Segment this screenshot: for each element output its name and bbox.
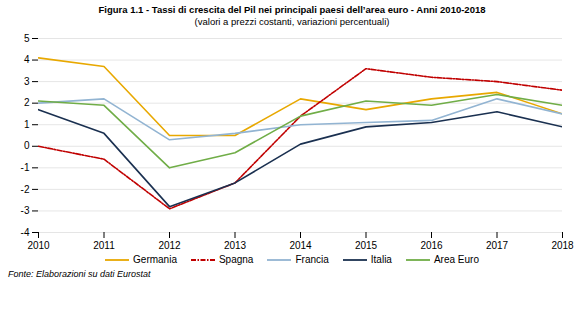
svg-text:-4: -4: [21, 227, 30, 238]
html-text:Area Euro: Area Euro: [433, 254, 479, 265]
svg-text:-1: -1: [21, 162, 30, 173]
svg-text:2014: 2014: [289, 240, 312, 251]
html-text:Italia: Italia: [370, 254, 392, 265]
svg-text:2: 2: [24, 97, 30, 108]
svg-text:2012: 2012: [158, 240, 181, 251]
svg-text:2018: 2018: [551, 240, 574, 251]
svg-text:5: 5: [24, 33, 30, 44]
html-text:Figura 1.1 - Tassi di crescita: Figura 1.1 - Tassi di crescita del Pil n…: [98, 4, 486, 15]
svg-text:2013: 2013: [224, 240, 247, 251]
html-text:Fonte: Elaborazioni su dati Eu: Fonte: Elaborazioni su dati Eurostat: [8, 269, 151, 279]
svg-text:4: 4: [24, 54, 30, 65]
svg-text:0: 0: [24, 140, 30, 151]
html-text:Spagna: Spagna: [219, 254, 254, 265]
svg-text:-3: -3: [21, 205, 30, 216]
svg-text:2016: 2016: [420, 240, 443, 251]
svg-text:2017: 2017: [486, 240, 509, 251]
html-text:Francia: Francia: [295, 254, 329, 265]
html-text:Germania: Germania: [133, 254, 177, 265]
svg-text:2011: 2011: [93, 240, 115, 251]
html-text:(valori a prezzi costanti, var: (valori a prezzi costanti, variazioni pe…: [194, 16, 390, 27]
svg-text:1: 1: [24, 119, 30, 130]
svg-text:-2: -2: [21, 184, 30, 195]
svg-text:2015: 2015: [355, 240, 378, 251]
svg-text:2010: 2010: [27, 240, 50, 251]
svg-text:3: 3: [24, 76, 30, 87]
